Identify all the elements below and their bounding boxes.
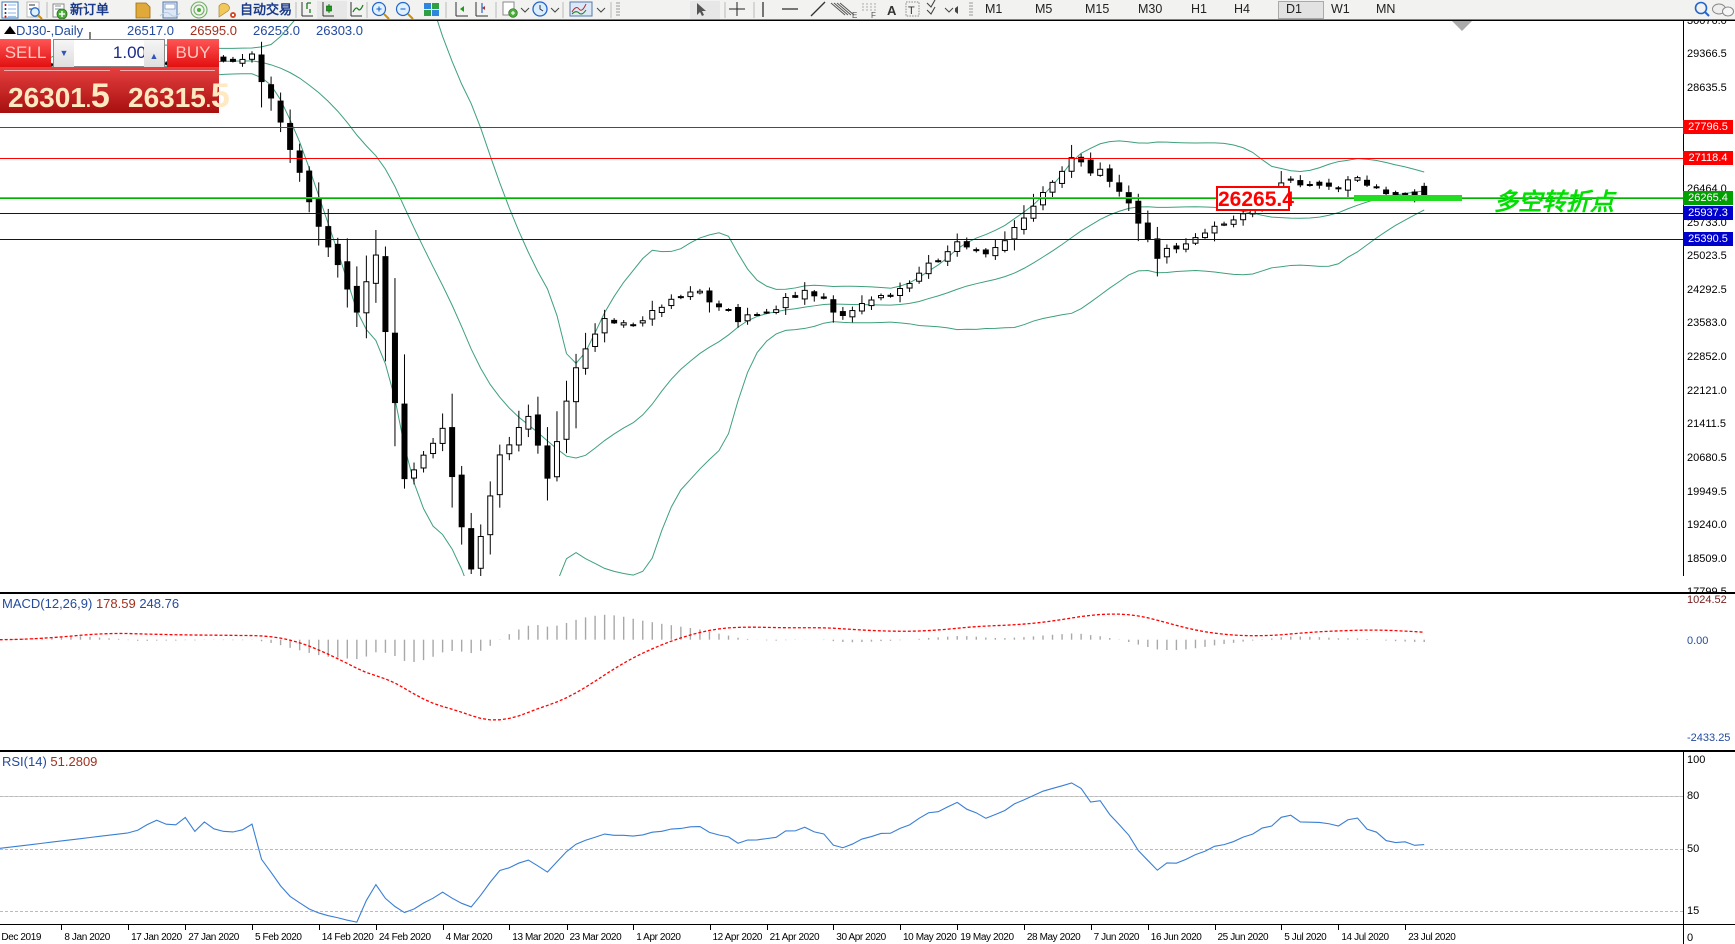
svg-text:A: A bbox=[887, 3, 897, 18]
svg-text:自动交易: 自动交易 bbox=[240, 2, 292, 17]
svg-text:E: E bbox=[852, 11, 857, 20]
svg-text:F: F bbox=[871, 11, 876, 20]
svg-text:T: T bbox=[908, 5, 915, 17]
svg-text:新订单: 新订单 bbox=[70, 2, 109, 17]
